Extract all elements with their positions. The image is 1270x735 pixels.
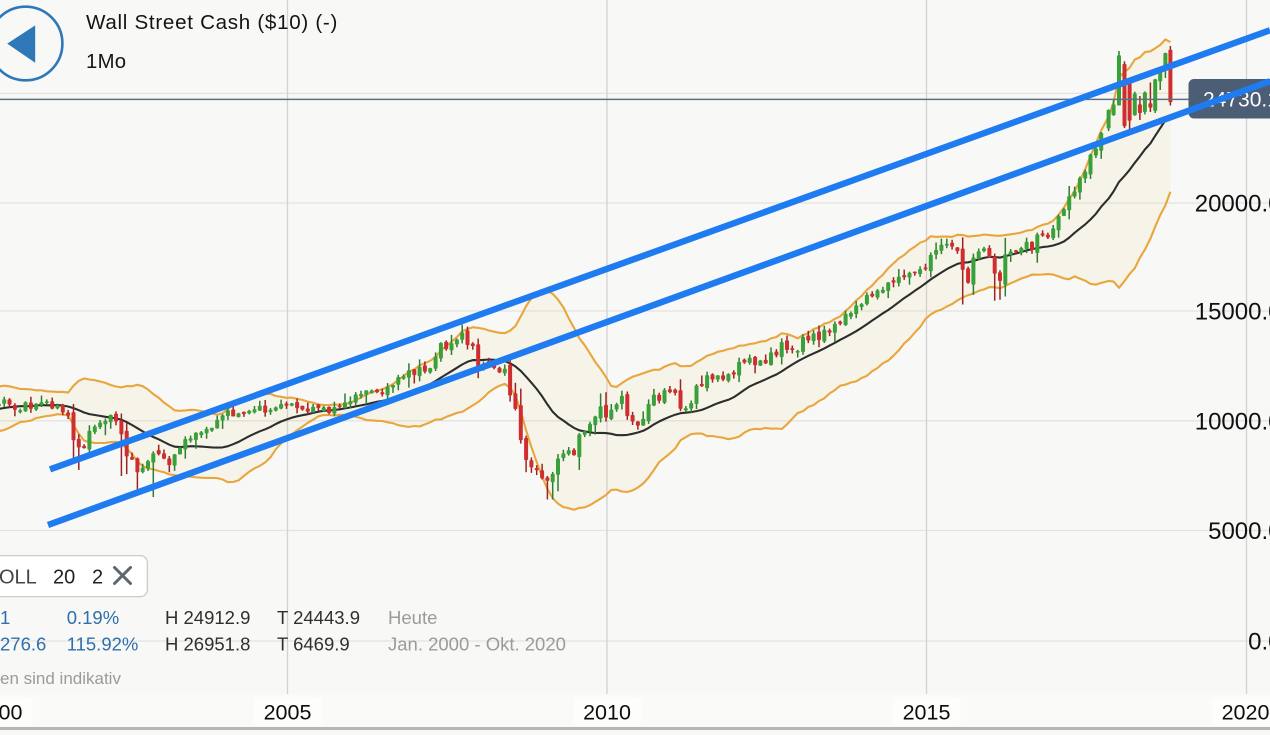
svg-text:2000: 2000 [0,701,22,725]
svg-text:0.19%: 0.19% [67,607,119,628]
svg-text:10000.0: 10000.0 [1195,408,1270,435]
svg-text:H 26951.8: H 26951.8 [165,634,250,655]
svg-text:1: 1 [0,607,10,628]
svg-text:276.6: 276.6 [0,634,46,655]
svg-text:en sind indikativ: en sind indikativ [0,669,121,688]
svg-text:20000.0: 20000.0 [1195,191,1270,218]
svg-text:2015: 2015 [903,701,951,725]
svg-text:H 24912.9: H 24912.9 [165,607,250,628]
svg-text:1Mo: 1Mo [86,51,126,73]
svg-text:T 6469.9: T 6469.9 [277,634,350,655]
svg-text:15000.0: 15000.0 [1195,299,1270,326]
svg-text:T 24443.9: T 24443.9 [277,607,360,628]
svg-text:2010: 2010 [583,701,631,725]
svg-text:2020: 2020 [1222,701,1270,725]
svg-text:Wall Street Cash ($10) (-): Wall Street Cash ($10) (-) [86,11,338,34]
svg-text:Heute: Heute [388,607,437,628]
svg-text:115.92%: 115.92% [67,634,139,655]
svg-text:2: 2 [92,567,103,589]
svg-text:OLL: OLL [0,567,37,589]
svg-text:20: 20 [53,567,75,589]
svg-text:5000.0: 5000.0 [1208,518,1270,545]
svg-text:0.0: 0.0 [1248,629,1270,656]
svg-text:2005: 2005 [264,701,312,725]
svg-text:Jan. 2000 - Okt. 2020: Jan. 2000 - Okt. 2020 [388,634,566,655]
